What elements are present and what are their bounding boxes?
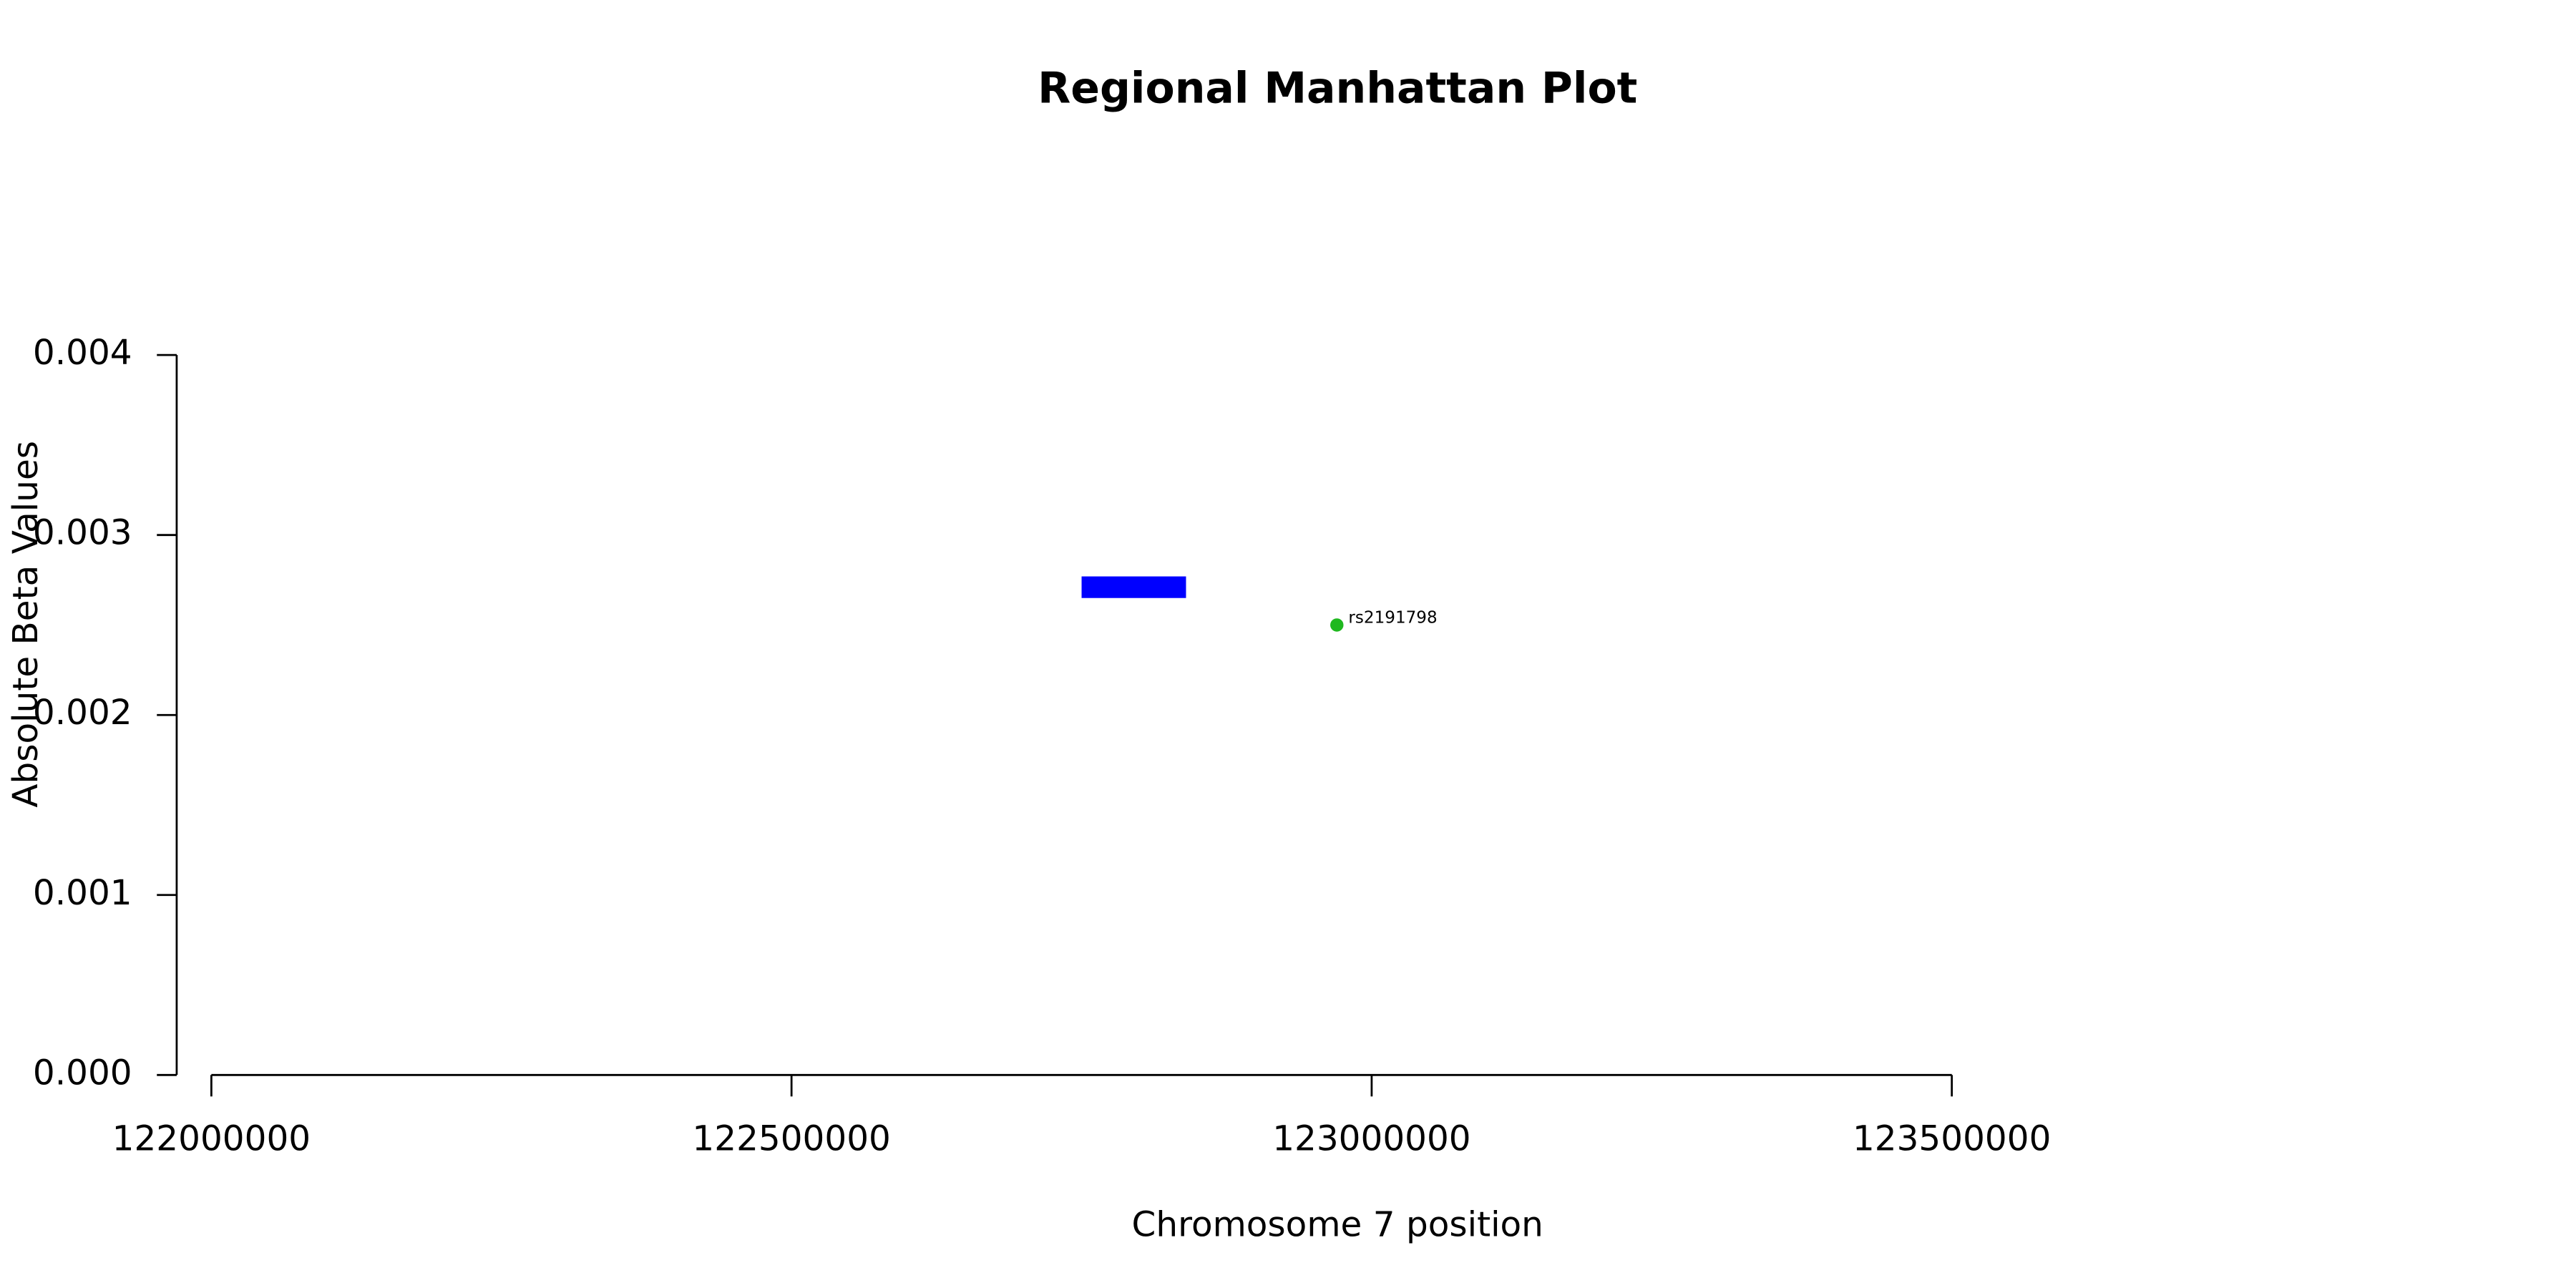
x-tick-label: 122000000 (112, 1119, 311, 1159)
snp-label: rs2191798 (1348, 609, 1437, 628)
chart-title: Regional Manhattan Plot (1038, 64, 1637, 114)
gene-region (1081, 576, 1186, 598)
y-tick-label: 0.001 (33, 873, 132, 913)
snp-point (1330, 618, 1344, 632)
y-tick-label: 0.003 (33, 513, 132, 553)
x-axis-label: Chromosome 7 position (1132, 1205, 1543, 1245)
x-tick-label: 123500000 (1853, 1119, 2051, 1159)
x-tick-label: 123000000 (1272, 1119, 1470, 1159)
y-tick-label: 0.002 (33, 693, 132, 733)
y-tick-label: 0.000 (33, 1053, 132, 1093)
y-axis-label: Absolute Beta Values (6, 441, 46, 808)
y-tick-label: 0.004 (33, 333, 132, 373)
x-tick-label: 122500000 (692, 1119, 890, 1159)
